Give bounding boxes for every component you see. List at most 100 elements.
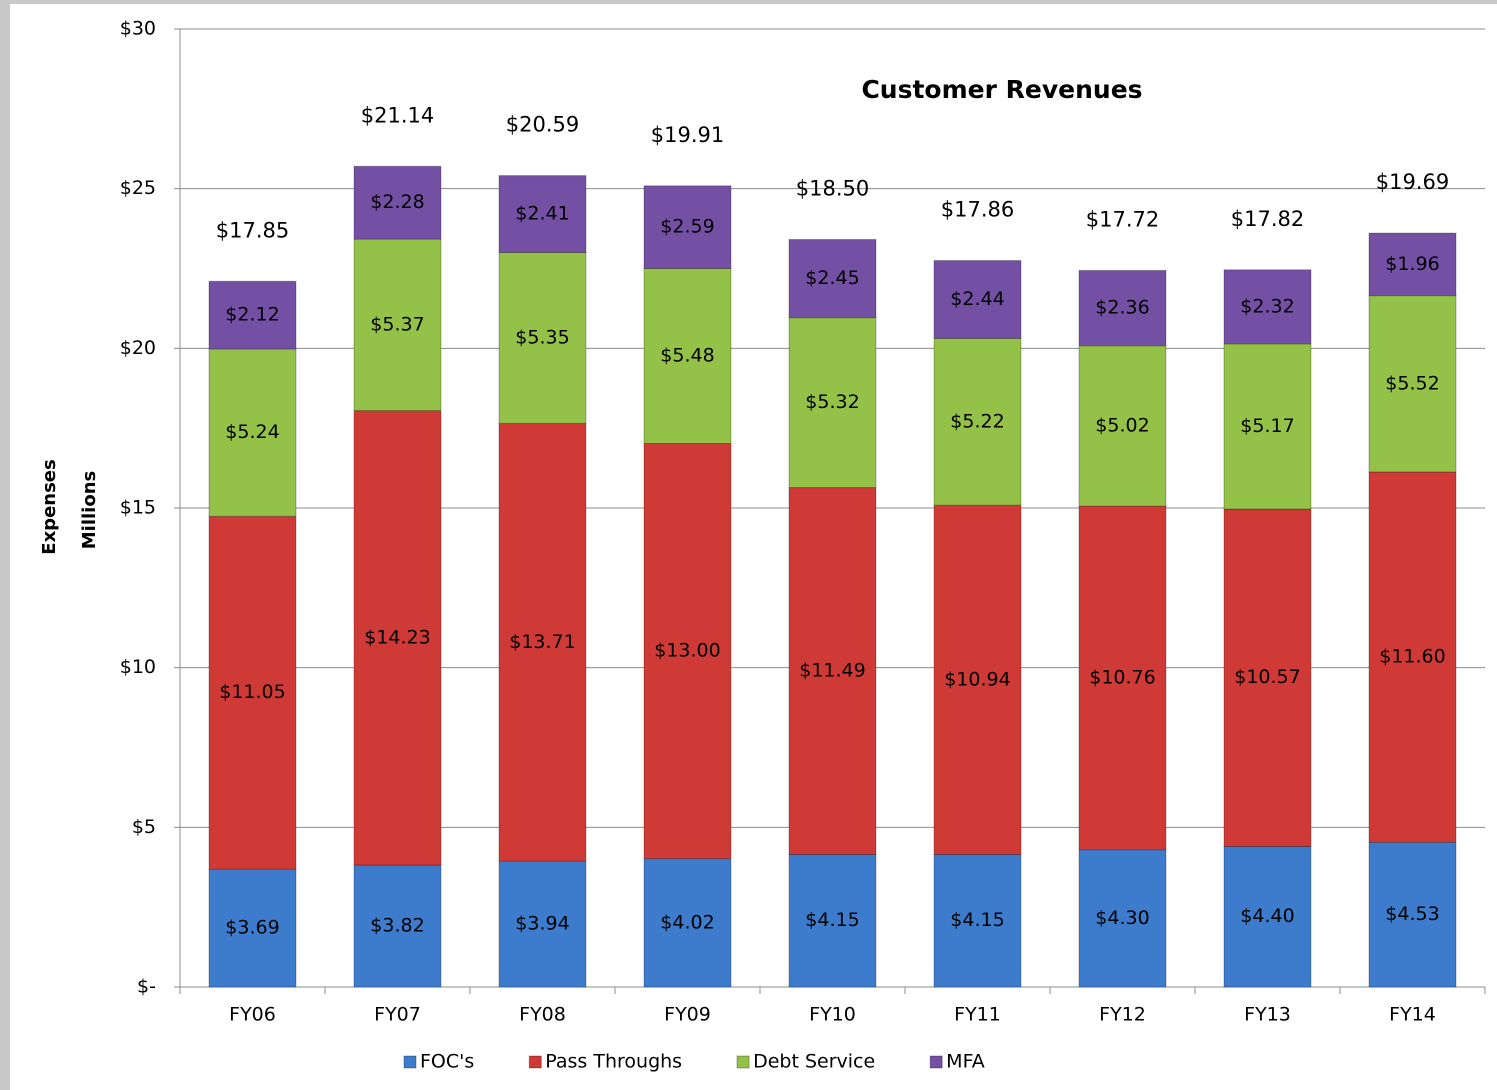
x-tick-label: FY09	[664, 1004, 711, 1026]
bar-segment	[208, 280, 297, 350]
bar-segment	[788, 487, 877, 855]
data-label: $5.24	[225, 421, 279, 443]
bar-segment	[788, 238, 877, 319]
x-tick-label: FY11	[954, 1004, 1001, 1026]
y-tick-label: $30	[120, 18, 156, 40]
data-label: $1.96	[1385, 253, 1439, 275]
bar-segment	[498, 252, 587, 424]
legend-swatch	[403, 1055, 417, 1069]
data-label: $4.53	[1385, 903, 1439, 925]
legend-swatch	[736, 1055, 750, 1069]
x-tick-label: FY13	[1244, 1004, 1291, 1026]
chart-title: Customer Revenues	[861, 75, 1142, 104]
data-label: $4.40	[1240, 905, 1294, 927]
total-label: $19.69	[1376, 170, 1449, 194]
data-label: $5.37	[370, 313, 424, 335]
total-label: $17.85	[216, 218, 289, 242]
bar-segment	[933, 337, 1022, 506]
data-label: $13.00	[654, 640, 720, 662]
legend-swatch	[929, 1055, 943, 1069]
bar-segment	[353, 864, 442, 988]
bar-segment	[208, 868, 297, 988]
data-label: $5.32	[805, 391, 859, 413]
total-label: $17.82	[1231, 207, 1304, 231]
total-label: $19.91	[651, 123, 724, 147]
y-tick-label: $-	[137, 976, 156, 998]
bar-segment	[643, 185, 732, 269]
bar-segment	[353, 410, 442, 866]
bar-segment	[1368, 471, 1457, 843]
legend-label: FOC's	[420, 1051, 474, 1073]
data-label: $11.60	[1379, 646, 1445, 668]
bar-segment	[788, 853, 877, 988]
data-label: $10.57	[1234, 666, 1300, 688]
data-label: $2.28	[370, 191, 424, 213]
legend-label: Debt Service	[753, 1051, 875, 1073]
data-label: $5.35	[515, 326, 569, 348]
y-axis-label: Expenses	[39, 459, 60, 554]
data-label: $2.44	[950, 288, 1004, 310]
total-label: $17.72	[1086, 207, 1159, 231]
bar-segment	[1078, 505, 1167, 851]
data-label: $4.15	[805, 909, 859, 931]
x-tick-label: FY12	[1099, 1004, 1146, 1026]
bar-segment	[788, 317, 877, 489]
bar-segment	[1368, 232, 1457, 297]
data-label: $3.82	[370, 915, 424, 937]
data-label: $3.94	[515, 913, 569, 935]
bar-segment	[933, 853, 1022, 988]
bar-segment	[208, 348, 297, 517]
data-label: $11.05	[219, 681, 285, 703]
y-tick-label: $20	[120, 337, 156, 359]
bar-segment	[1368, 295, 1457, 473]
bar-segment	[933, 260, 1022, 339]
total-label: $17.86	[941, 198, 1014, 222]
data-label: $2.36	[1095, 297, 1149, 319]
data-label: $4.30	[1095, 907, 1149, 929]
data-label: $2.32	[1240, 295, 1294, 317]
data-label: $5.02	[1095, 414, 1149, 436]
total-label: $20.59	[506, 113, 579, 137]
bar-segment	[1223, 845, 1312, 988]
bar-segment	[1078, 269, 1167, 347]
bar-segment	[1078, 345, 1167, 507]
bar-segment	[1223, 269, 1312, 345]
data-label: $2.45	[805, 267, 859, 289]
y-tick-label: $25	[120, 177, 156, 199]
data-label: $14.23	[364, 626, 430, 648]
x-tick-label: FY07	[374, 1004, 421, 1026]
bar-segment	[498, 175, 587, 254]
data-label: $10.76	[1089, 666, 1155, 688]
data-label: $2.59	[660, 216, 714, 238]
bar-segment	[1223, 343, 1312, 510]
bar-segment	[933, 504, 1022, 855]
y-tick-label: $5	[132, 816, 156, 838]
legend-swatch	[528, 1055, 542, 1069]
data-label: $2.41	[515, 203, 569, 225]
data-label: $13.71	[509, 631, 575, 653]
y-tick-label: $10	[120, 656, 156, 678]
bar-segment	[498, 422, 587, 862]
data-label: $5.52	[1385, 372, 1439, 394]
legend-label: Pass Throughs	[545, 1051, 682, 1073]
x-tick-label: FY06	[229, 1004, 276, 1026]
data-label: $5.48	[660, 344, 714, 366]
data-label: $4.15	[950, 909, 1004, 931]
bar-segment	[353, 165, 442, 240]
bar-segment	[1368, 841, 1457, 988]
data-label: $2.12	[225, 304, 279, 326]
bar-segment	[208, 515, 297, 870]
bar-segment	[643, 442, 732, 860]
x-tick-label: FY08	[519, 1004, 566, 1026]
data-label: $5.22	[950, 410, 1004, 432]
bar-segment	[353, 238, 442, 412]
x-tick-label: FY14	[1389, 1004, 1436, 1026]
x-tick-label: FY10	[809, 1004, 856, 1026]
data-label: $4.02	[660, 911, 714, 933]
data-label: $11.49	[799, 660, 865, 682]
data-label: $10.94	[944, 668, 1010, 690]
y-axis-label: Millions	[79, 471, 100, 550]
data-label: $3.69	[225, 917, 279, 939]
